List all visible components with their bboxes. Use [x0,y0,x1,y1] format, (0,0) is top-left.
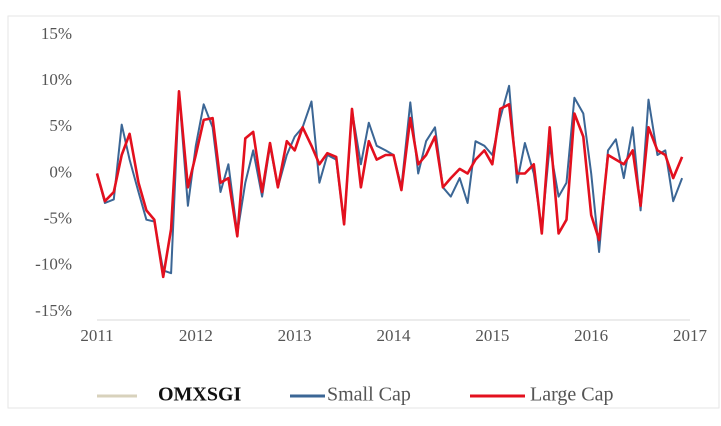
x-tick-label: 2015 [475,326,509,345]
x-tick-label: 2017 [673,326,708,345]
legend-label: Small Cap [327,384,411,406]
y-tick-label: -15% [35,301,72,320]
legend-label: Large Cap [530,384,614,406]
x-tick-label: 2016 [574,326,608,345]
y-tick-label: 5% [49,116,72,135]
x-tick-label: 2013 [278,326,312,345]
y-tick-label: -5% [44,209,72,228]
y-tick-label: 0% [49,162,72,181]
series-line [95,90,684,279]
chart-frame [7,15,720,409]
y-tick-label: 15% [41,24,72,43]
y-tick-label: -10% [35,255,72,274]
legend-label: OMXSGI [158,384,242,406]
series-line [96,84,684,275]
x-tick-label: 2014 [377,326,412,345]
x-tick-label: 2011 [80,326,113,345]
y-tick-label: 10% [41,70,72,89]
x-tick-label: 2012 [179,326,213,345]
